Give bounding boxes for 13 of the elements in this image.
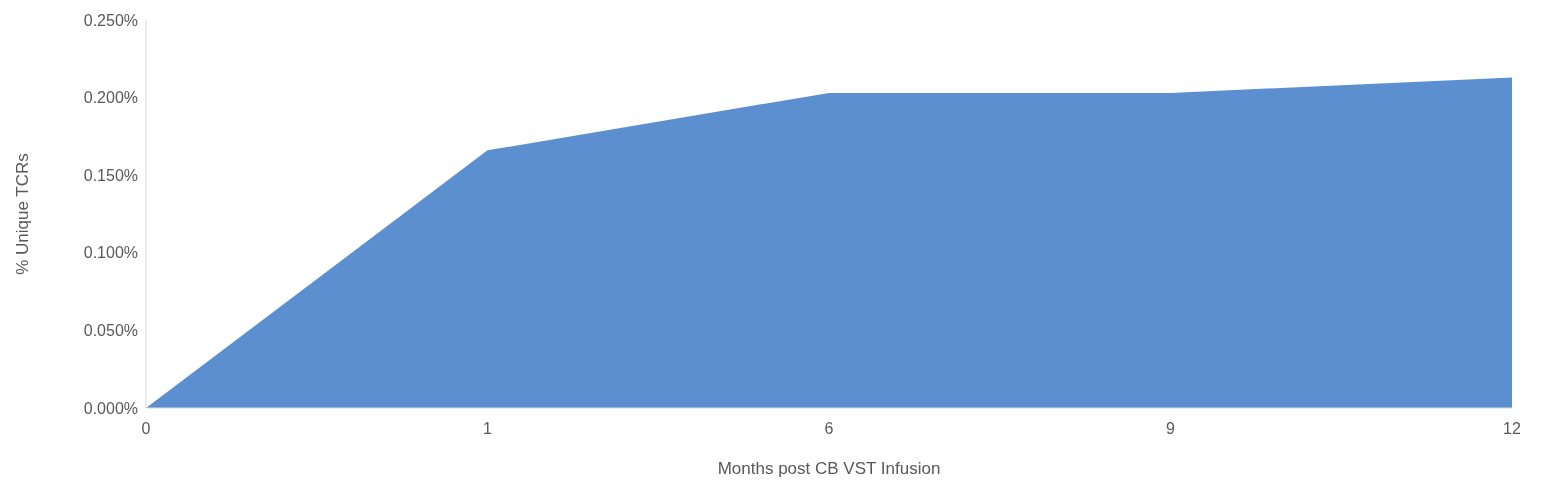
y-axis-title: % Unique TCRs: [13, 153, 32, 275]
y-tick-label: 0.200%: [83, 89, 138, 107]
y-tick-label: 0.100%: [83, 244, 138, 262]
x-tick-label: 0: [141, 420, 151, 437]
y-tick-label: 0.150%: [83, 166, 138, 184]
y-tick-label: 0.250%: [83, 11, 138, 29]
x-axis-title: Months post CB VST Infusion: [717, 459, 941, 478]
x-tick-label: 9: [1166, 420, 1176, 437]
x-tick-label: 6: [824, 420, 834, 437]
y-tick-label: 0.050%: [83, 322, 138, 339]
x-tick-label: 1: [483, 420, 493, 437]
x-tick-label: 12: [1503, 420, 1521, 437]
y-tick-label: 0.000%: [83, 399, 138, 417]
